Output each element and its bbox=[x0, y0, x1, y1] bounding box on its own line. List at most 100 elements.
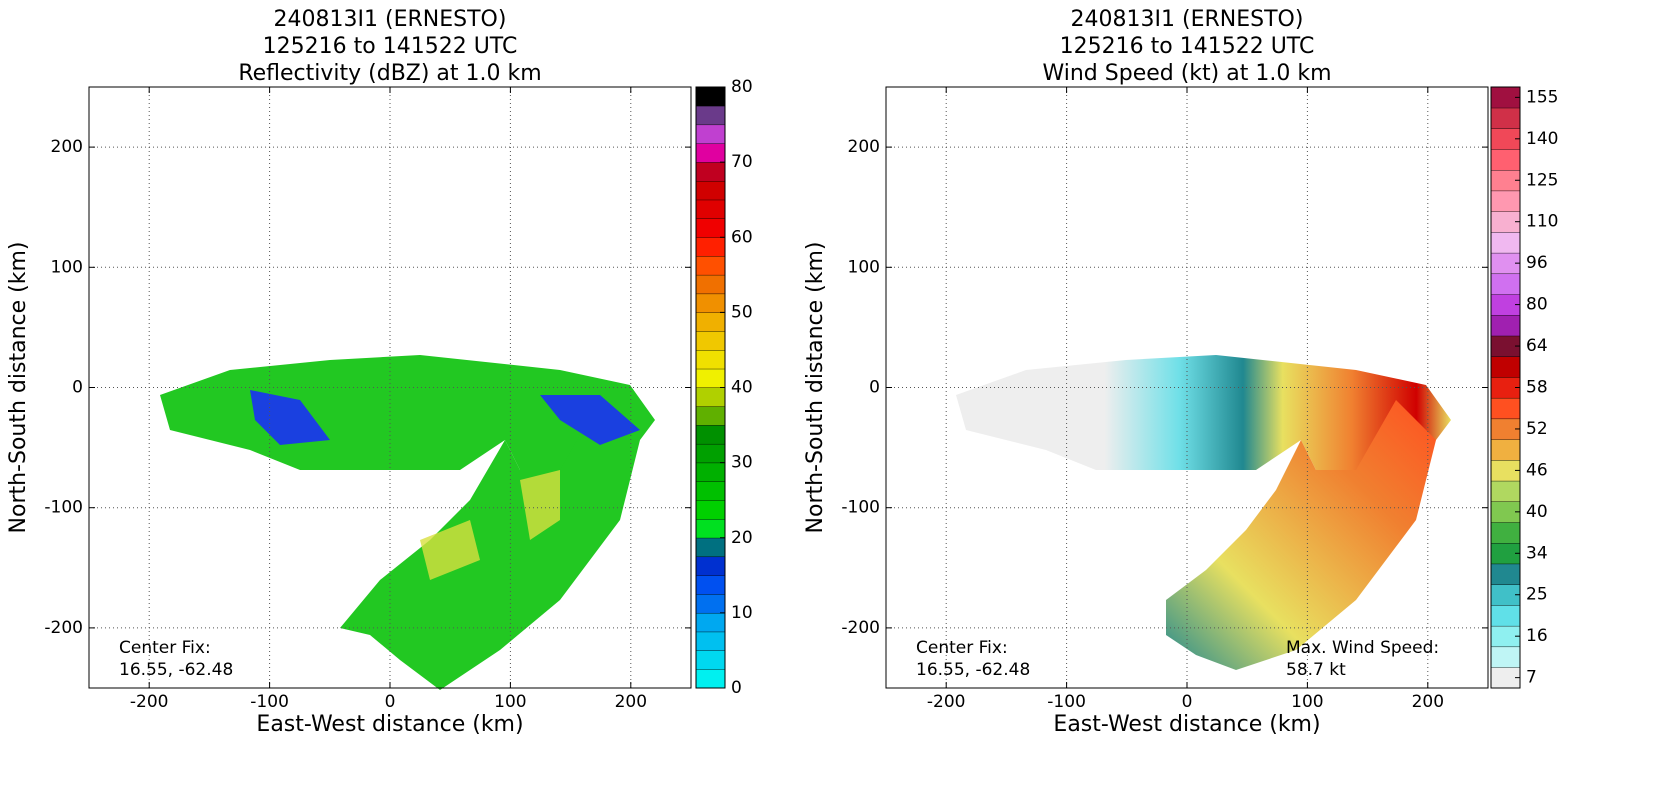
colorbar-bin bbox=[695, 575, 726, 595]
plot-frame bbox=[88, 86, 692, 689]
colorbar-bin bbox=[695, 387, 726, 407]
colorbar-tick-label: 58 bbox=[1526, 378, 1548, 398]
colorbar-bin bbox=[1490, 190, 1521, 212]
colorbar-bin bbox=[695, 406, 726, 426]
x-axis-label: East-West distance (km) bbox=[1053, 712, 1320, 737]
colorbar-bin bbox=[695, 499, 726, 520]
chart-title: 240813I1 (ERNESTO) bbox=[274, 7, 507, 32]
colorbar-tick-label: 16 bbox=[1526, 626, 1548, 646]
colorbar-bin bbox=[1490, 480, 1521, 502]
colorbar-tick-label: 30 bbox=[731, 453, 753, 473]
y-tick-label: -200 bbox=[841, 618, 880, 638]
x-tick-label: -100 bbox=[250, 692, 289, 712]
colorbar-bin bbox=[695, 105, 726, 126]
y-tick-label: 100 bbox=[848, 257, 880, 277]
colorbar-bin bbox=[695, 556, 726, 576]
colorbar-tick-label: 34 bbox=[1526, 543, 1548, 563]
colorbar-bin bbox=[1490, 314, 1521, 337]
colorbar-bin bbox=[695, 161, 726, 182]
colorbar-bin bbox=[695, 255, 726, 276]
y-tick-label: 0 bbox=[869, 378, 880, 398]
colorbar-bin bbox=[695, 631, 726, 651]
colorbar-tick-label: 20 bbox=[731, 528, 753, 548]
colorbar-bin bbox=[1490, 563, 1521, 585]
colorbar-bin bbox=[1490, 397, 1521, 420]
colorbar-bin bbox=[695, 237, 726, 257]
colorbar-bin bbox=[695, 293, 726, 313]
x-tick-label: -100 bbox=[1047, 692, 1086, 712]
colorbar-bin bbox=[695, 593, 726, 614]
colorbar-bin bbox=[695, 312, 726, 332]
chart-title: Reflectivity (dBZ) at 1.0 km bbox=[238, 61, 541, 86]
chart-title: 240813I1 (ERNESTO) bbox=[1071, 7, 1304, 32]
colorbar-bin bbox=[1490, 356, 1521, 378]
colorbar-tick-label: 40 bbox=[1526, 502, 1548, 522]
x-tick-label: 200 bbox=[1412, 692, 1444, 712]
colorbar-tick-label: 46 bbox=[1526, 460, 1548, 480]
chart-title: Wind Speed (kt) at 1.0 km bbox=[1042, 61, 1331, 86]
x-tick-label: 0 bbox=[1182, 692, 1193, 712]
colorbar-bin bbox=[695, 124, 726, 144]
colorbar-bin bbox=[695, 650, 726, 670]
annotation: Center Fix: bbox=[916, 638, 1008, 658]
colorbar-bin bbox=[1490, 273, 1521, 295]
colorbar-bin bbox=[1490, 231, 1521, 254]
colorbar-bin bbox=[1490, 604, 1521, 627]
colorbar-tick-label: 10 bbox=[731, 603, 753, 623]
colorbar-tick-label: 80 bbox=[1526, 295, 1548, 315]
colorbar-bin bbox=[695, 330, 726, 351]
y-tick-label: 200 bbox=[51, 137, 83, 157]
colorbar-tick-label: 60 bbox=[731, 227, 753, 247]
x-tick-label: -200 bbox=[927, 692, 966, 712]
wind-speed-field bbox=[956, 355, 1451, 670]
colorbar-tick-label: 70 bbox=[731, 152, 753, 172]
colorbar-bin bbox=[695, 349, 726, 370]
y-tick-label: -100 bbox=[841, 498, 880, 518]
chart-title: 125216 to 141522 UTC bbox=[1060, 34, 1315, 59]
y-tick-label: -100 bbox=[44, 498, 83, 518]
colorbar-bin bbox=[695, 669, 726, 689]
y-tick-label: -200 bbox=[44, 618, 83, 638]
colorbar-bin bbox=[695, 518, 726, 539]
colorbar-bin bbox=[695, 481, 726, 501]
colorbar-bin bbox=[695, 443, 726, 464]
chart-title: 125216 to 141522 UTC bbox=[263, 34, 518, 59]
colorbar-tick-label: 140 bbox=[1526, 129, 1558, 149]
colorbar-tick-label: 50 bbox=[731, 302, 753, 322]
y-tick-label: 100 bbox=[51, 257, 83, 277]
annotation: 16.55, -62.48 bbox=[119, 660, 233, 680]
colorbar-bin bbox=[1490, 439, 1521, 461]
colorbar-bin bbox=[695, 462, 726, 482]
colorbar-tick-label: 40 bbox=[731, 378, 753, 398]
colorbar-bin bbox=[1490, 107, 1521, 129]
annotation: 16.55, -62.48 bbox=[916, 660, 1030, 680]
colorbar-tick-label: 25 bbox=[1526, 585, 1548, 605]
annotation: 58.7 kt bbox=[1286, 660, 1346, 680]
y-axis-label: North-South distance (km) bbox=[6, 242, 31, 534]
y-tick-label: 200 bbox=[848, 137, 880, 157]
annotation: Max. Wind Speed: bbox=[1286, 638, 1439, 658]
colorbar-tick-label: 0 bbox=[731, 678, 742, 698]
y-axis-label: North-South distance (km) bbox=[803, 242, 828, 534]
colorbar-bin bbox=[695, 424, 726, 445]
y-tick-label: 0 bbox=[72, 378, 83, 398]
x-axis-label: East-West distance (km) bbox=[256, 712, 523, 737]
colorbar-bin bbox=[1490, 522, 1521, 544]
colorbar-tick-label: 96 bbox=[1526, 253, 1548, 273]
colorbar-tick-label: 125 bbox=[1526, 170, 1558, 190]
colorbar-bin bbox=[695, 199, 726, 219]
colorbar-bin bbox=[695, 612, 726, 633]
colorbar-bin bbox=[695, 537, 726, 558]
colorbar-bin bbox=[695, 368, 726, 388]
plot-frame bbox=[885, 86, 1489, 689]
colorbar-tick-label: 64 bbox=[1526, 336, 1548, 356]
x-tick-label: 0 bbox=[385, 692, 396, 712]
reflectivity-field bbox=[160, 355, 655, 690]
x-tick-label: 100 bbox=[494, 692, 526, 712]
colorbar-tick-label: 7 bbox=[1526, 668, 1537, 688]
colorbar-bin bbox=[1490, 148, 1521, 171]
colorbar-bin bbox=[695, 218, 726, 238]
colorbar-tick-label: 155 bbox=[1526, 87, 1558, 107]
colorbar-bin bbox=[695, 274, 726, 295]
colorbar-tick-label: 52 bbox=[1526, 419, 1548, 439]
